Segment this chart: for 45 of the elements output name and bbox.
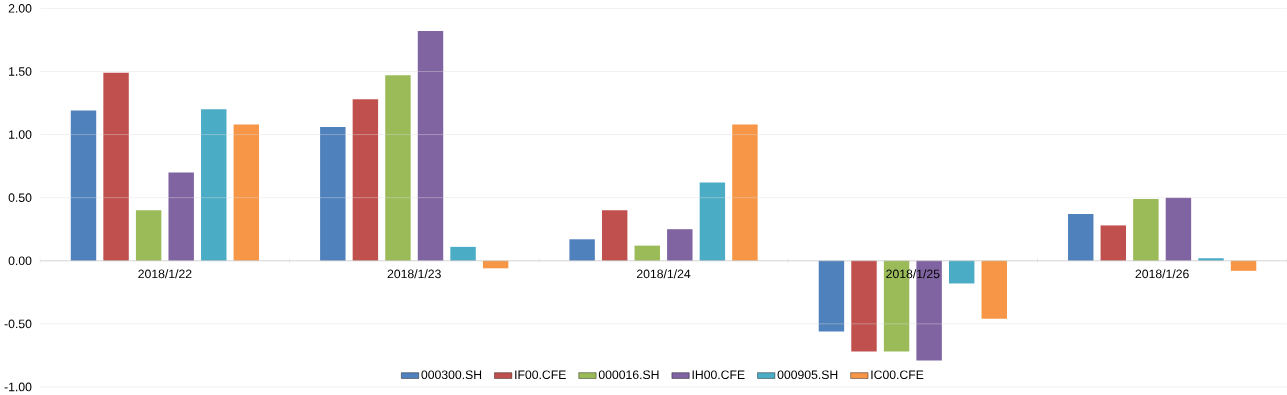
bar <box>201 109 227 261</box>
bar <box>320 126 346 261</box>
bar <box>103 72 129 261</box>
y-tick-label: 2.00 <box>8 3 32 13</box>
bar <box>732 124 758 261</box>
legend-label: IC00.CFE <box>871 370 924 379</box>
bar <box>948 260 975 284</box>
y-tick-label: 1.00 <box>9 130 32 139</box>
y-tick-label: -1.00 <box>4 382 32 392</box>
legend-label: IH00.CFE <box>692 370 745 379</box>
bar <box>1133 198 1159 261</box>
bar <box>482 260 509 269</box>
bar <box>352 99 379 261</box>
x-tick-label: 2018/1/23 <box>387 269 441 279</box>
bar <box>634 245 660 261</box>
bar <box>385 75 411 261</box>
legend-label: 000905.SH <box>777 370 838 379</box>
bar <box>601 210 628 261</box>
bar <box>569 239 595 261</box>
bar <box>417 30 444 261</box>
bar <box>168 172 194 261</box>
bar <box>1068 213 1094 261</box>
bar <box>1165 197 1192 261</box>
bar <box>70 110 97 261</box>
bar <box>818 260 845 332</box>
legend-label: 000300.SH <box>421 370 482 379</box>
bar <box>1100 225 1127 261</box>
x-tick-label: 2018/1/25 <box>886 269 940 279</box>
bar <box>667 229 693 261</box>
bar <box>450 246 476 261</box>
bar <box>1230 260 1257 271</box>
bar <box>233 124 260 261</box>
legend-label: 000016.SH <box>598 370 659 379</box>
y-tick-label: 1.50 <box>9 67 32 76</box>
bar <box>851 260 877 352</box>
bar <box>699 182 726 261</box>
bar <box>135 210 162 261</box>
y-tick-label: -0.50 <box>4 319 32 328</box>
bar <box>981 260 1007 319</box>
y-tick-label: 0.00 <box>8 256 32 265</box>
x-tick-label: 2018/1/26 <box>1135 269 1189 279</box>
legend-label: IF00.CFE <box>515 370 566 379</box>
y-tick-label: 0.50 <box>8 193 32 202</box>
x-tick-label: 2018/1/22 <box>138 269 192 279</box>
x-tick-label: 2018/1/24 <box>636 269 691 279</box>
